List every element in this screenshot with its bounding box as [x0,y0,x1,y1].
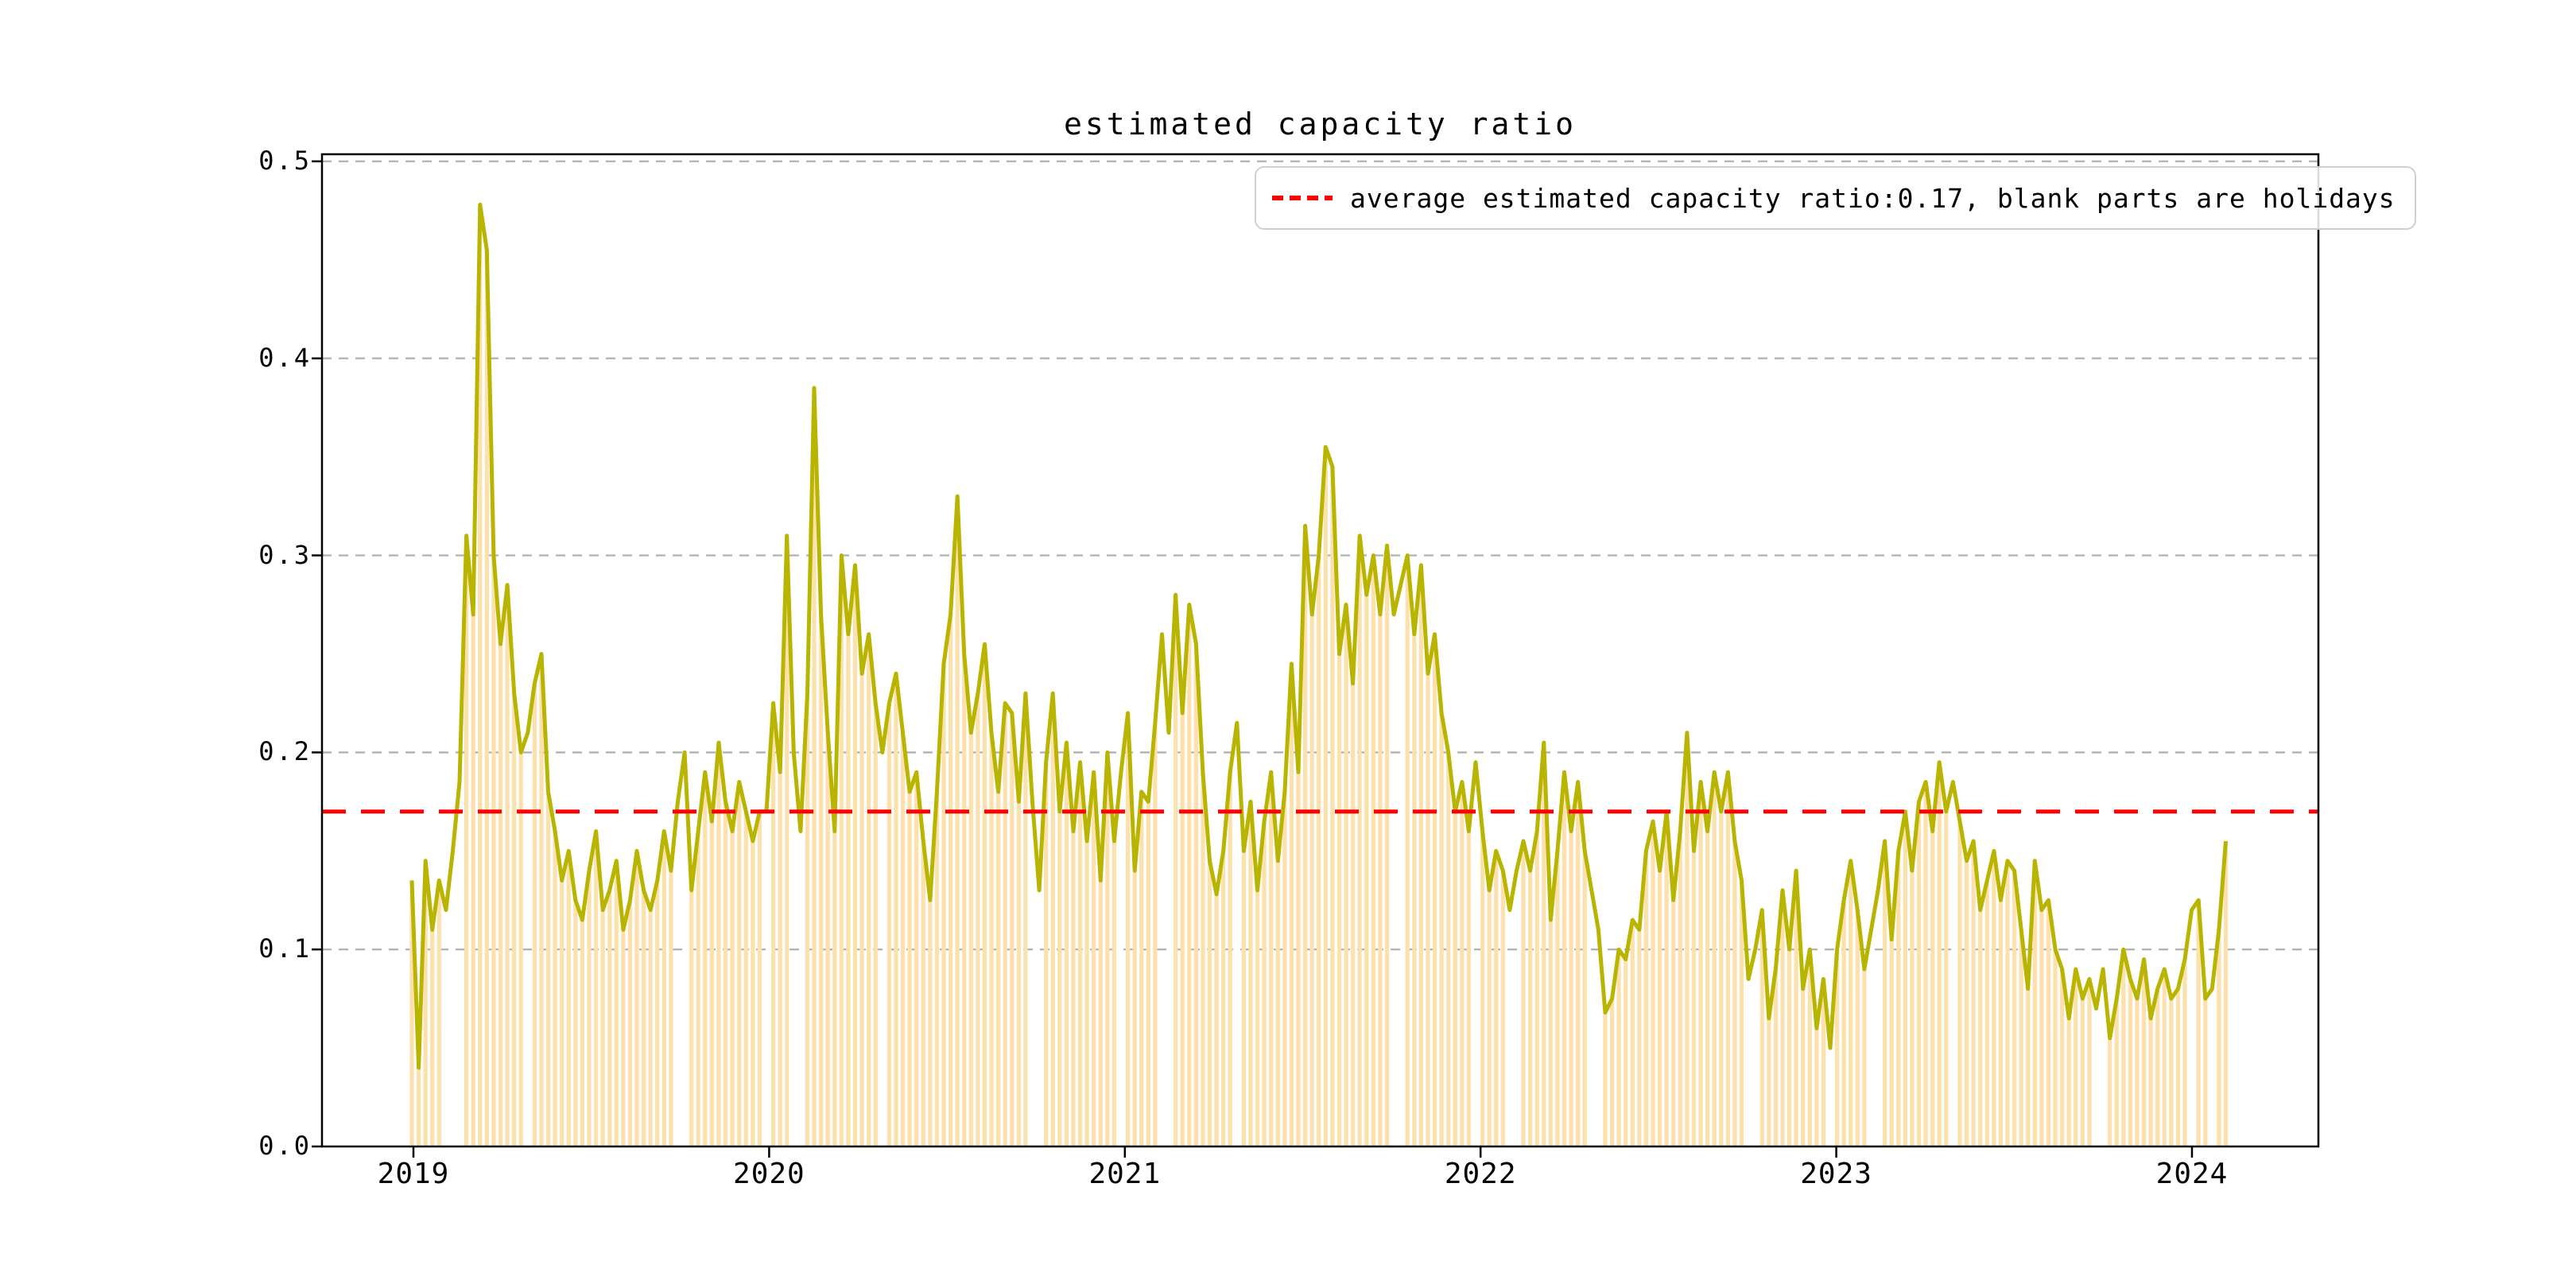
x-tick-label: 2024 [2155,1158,2229,1190]
x-tick-label: 2020 [733,1158,805,1190]
y-tick-label: 0.3 [258,539,312,570]
y-tick-label: 0.1 [258,933,312,964]
y-tick-label: 0.4 [258,342,312,373]
x-tick-label: 2022 [1444,1158,1517,1190]
y-tick-label: 0.5 [258,145,312,176]
x-tick-label: 2021 [1088,1158,1162,1190]
y-tick-label: 0.2 [258,736,312,767]
legend-dashed-line-sample [1272,196,1333,200]
x-tick-label: 2019 [377,1158,450,1190]
chart-title: estimated capacity ratio [1063,107,1577,142]
legend-label: average estimated capacity ratio:0.17, b… [1350,182,2396,214]
y-tick-label: 0.0 [258,1131,312,1161]
x-tick-label: 2023 [1800,1158,1872,1190]
legend: average estimated capacity ratio:0.17, b… [1255,166,2416,230]
